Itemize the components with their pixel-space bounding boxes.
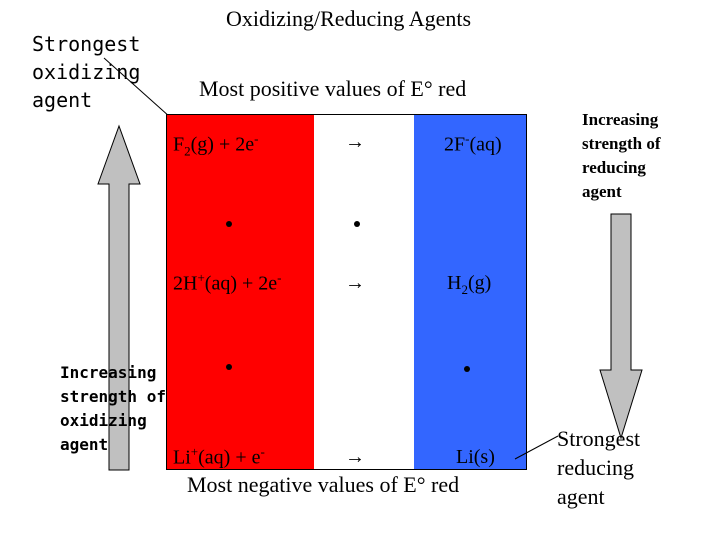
label-line: agent (557, 484, 605, 509)
reaction-2-oxidized: 2H+(aq) + 2e- (173, 270, 282, 295)
bottom-caption: Most negative values of E° red (187, 472, 460, 497)
label-line: Increasing (582, 110, 659, 129)
label-line: oxidizing (60, 411, 147, 430)
increasing-oxidizing-label: Increasing strength of oxidizing agent (60, 361, 166, 457)
label-line: strength of (60, 387, 166, 406)
reaction-2-arrow: → (345, 272, 365, 294)
reaction-2-reduced: H2(g) (447, 272, 492, 297)
reaction-3-reduced: Li(s) (456, 446, 495, 468)
label-line: Strongest (557, 426, 641, 451)
reaction-3-arrow: → (345, 446, 365, 468)
label-line: strength of (582, 134, 661, 153)
continuation-dot (226, 221, 232, 227)
continuation-dot (226, 364, 232, 370)
reduced-species-band (414, 114, 526, 469)
reaction-1-oxidized: F2(g) + 2e- (173, 131, 259, 159)
reaction-table-frame (166, 114, 527, 470)
strongest-reducing-label: Strongest reducing agent (557, 424, 640, 511)
top-caption: Most positive values of E° red (199, 76, 467, 101)
down-arrow-icon (599, 213, 643, 440)
increasing-reducing-label: Increasing strength of reducing agent (582, 108, 661, 204)
reaction-1-reduced: 2F-(aq) (444, 131, 502, 156)
oxidized-species-band (166, 114, 314, 469)
label-line: Increasing (60, 363, 157, 382)
label-line: reducing (582, 158, 646, 177)
label-line: Strongest (32, 32, 141, 56)
label-line: agent (60, 435, 109, 454)
label-line: oxidizing (32, 60, 141, 84)
continuation-dot (464, 366, 470, 372)
strongest-oxidizing-label: Strongest oxidizing agent (32, 30, 140, 114)
page-title: Oxidizing/Reducing Agents (226, 6, 472, 31)
up-arrow-icon (97, 124, 141, 471)
label-line: reducing (557, 455, 634, 480)
label-line: agent (582, 182, 622, 201)
reaction-3-oxidized: Li+(aq) + e- (173, 444, 265, 469)
continuation-dot (354, 221, 360, 227)
reaction-1-arrow: → (345, 131, 365, 153)
label-line: agent (32, 88, 93, 112)
